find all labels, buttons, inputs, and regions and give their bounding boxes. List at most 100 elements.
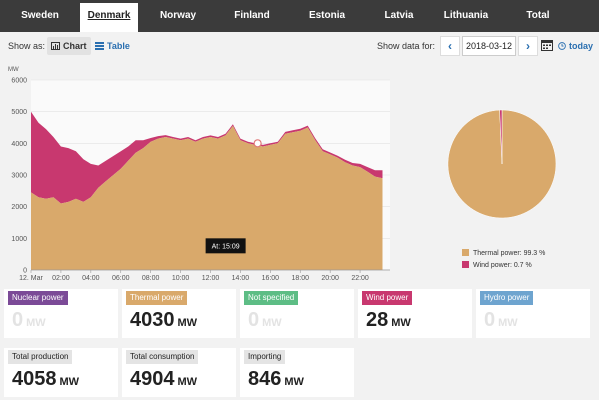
card-not-specified-label: Not specified [244, 291, 299, 305]
card-importing-number: 846 [248, 368, 282, 390]
legend-item-wind: Wind power: 0.7 % [462, 260, 545, 272]
tooltip: At: 15:09 [205, 238, 246, 254]
card-nuclear-value: 0 MW [12, 309, 46, 332]
area-thermal-power [31, 125, 383, 271]
chart-view-button[interactable]: Chart [47, 37, 91, 55]
card-total-consumption-label: Total consumption [126, 350, 199, 364]
card-total-production: Total production 4058 MW [4, 348, 118, 397]
tab-total[interactable]: Total [526, 10, 550, 21]
chevron-right-icon: › [526, 39, 530, 53]
card-hydro-unit: MW [498, 317, 518, 329]
legend-swatch-thermal [462, 249, 469, 256]
next-day-button[interactable]: › [518, 36, 538, 56]
card-total-production-value: 4058 MW [12, 368, 79, 391]
card-nuclear-unit: MW [26, 317, 46, 329]
card-not-specified-number: 0 [248, 309, 260, 331]
chart-view-label: Chart [63, 41, 87, 51]
card-not-specified-unit: MW [262, 317, 282, 329]
card-thermal-value: 4030 MW [130, 309, 197, 332]
show-data-for-label: Show data for: [377, 41, 436, 51]
x-tick-label: 06:00 [112, 275, 130, 282]
x-tick-label: 20:00 [321, 275, 339, 282]
chart-area: MW 0 1000 2000 3000 4000 5000 6000 12. Mar 02:0… [0, 58, 599, 288]
card-total-production-number: 4058 [12, 368, 57, 390]
card-importing-value: 846 MW [248, 368, 304, 391]
bar-chart-icon [51, 42, 60, 50]
toolbar: Show as: Chart Table Show data for: ‹ 20… [0, 34, 599, 58]
card-nuclear-label: Nuclear power [8, 291, 68, 305]
legend-swatch-wind [462, 261, 469, 268]
x-tick-label: 04:00 [82, 275, 100, 282]
y-tick-label: 1000 [11, 236, 27, 243]
card-wind: Wind power 28 MW [358, 289, 472, 338]
tab-finland[interactable]: Finland [234, 10, 270, 21]
card-hydro-label: Hydro power [480, 291, 534, 305]
legend-item-thermal: Thermal power: 99.3 % [462, 248, 545, 260]
card-wind-value: 28 MW [366, 309, 411, 332]
card-total-production-unit: MW [59, 376, 80, 388]
tab-norway[interactable]: Norway [159, 10, 197, 21]
card-total-consumption-value: 4904 MW [130, 368, 197, 391]
legend-text-thermal: Thermal power: 99.3 % [473, 250, 546, 257]
card-total-production-label: Total production [8, 350, 73, 364]
y-tick-label: 0 [23, 268, 27, 275]
card-importing: Importing 846 MW [240, 348, 354, 397]
card-wind-unit: MW [391, 317, 411, 329]
previous-day-button[interactable]: ‹ [440, 36, 460, 56]
show-as-label: Show as: [8, 41, 46, 51]
tab-denmark[interactable]: Denmark [80, 0, 138, 32]
card-nuclear-number: 0 [12, 309, 24, 331]
x-tick-label: 12. Mar [19, 275, 43, 282]
country-tabs: Sweden Denmark Norway Finland Estonia La… [0, 0, 599, 32]
x-tick-labels: 12. Mar 02:00 04:00 06:00 08:00 10:00 12:00 14:… [19, 270, 369, 282]
tooltip-box [205, 238, 246, 254]
card-hydro-number: 0 [484, 309, 496, 331]
card-importing-label: Importing [244, 350, 286, 364]
card-not-specified: Not specified 0 MW [240, 289, 354, 338]
x-tick-label: 22:00 [351, 275, 369, 282]
calendar-icon[interactable] [541, 39, 553, 51]
legend-text-wind: Wind power: 0.7 % [473, 262, 532, 269]
x-tick-label: 18:00 [291, 275, 309, 282]
card-nuclear: Nuclear power 0 MW [4, 289, 118, 338]
tab-estonia[interactable]: Estonia [308, 10, 346, 21]
date-input[interactable]: 2018-03-12 [462, 36, 516, 56]
card-not-specified-value: 0 MW [248, 309, 282, 332]
chevron-left-icon: ‹ [448, 39, 452, 53]
table-view-button[interactable]: Table [93, 37, 132, 55]
card-thermal-unit: MW [177, 317, 198, 329]
card-importing-unit: MW [284, 376, 304, 388]
card-total-consumption-number: 4904 [130, 368, 175, 390]
tab-sweden[interactable]: Sweden [21, 10, 59, 21]
pie-slice-wind-power [499, 109, 503, 165]
tooltip-text: At: 15:09 [212, 243, 240, 250]
hover-marker [253, 139, 262, 148]
x-tick-label: 10:00 [172, 275, 190, 282]
card-thermal-label: Thermal power [126, 291, 188, 305]
y-tick-label: 3000 [11, 173, 27, 180]
y-tick-label: 2000 [11, 204, 27, 211]
tab-lithuania[interactable]: Lithuania [443, 10, 489, 21]
card-total-consumption-unit: MW [177, 376, 198, 388]
card-thermal-number: 4030 [130, 309, 175, 331]
y-tick-label: 6000 [11, 78, 27, 85]
tab-latvia[interactable]: Latvia [384, 10, 414, 21]
y-tick-labels: 0 1000 2000 3000 4000 5000 6000 [11, 78, 27, 275]
x-tick-label: 16:00 [262, 275, 280, 282]
today-label: today [569, 41, 594, 51]
production-chart: MW 0 1000 2000 3000 4000 5000 6000 12. Mar 02:0… [8, 67, 557, 282]
x-tick-label: 08:00 [142, 275, 160, 282]
card-total-consumption: Total consumption 4904 MW [122, 348, 236, 397]
table-icon [95, 42, 104, 50]
y-tick-label: 5000 [11, 109, 27, 116]
clock-icon [558, 42, 566, 50]
today-link[interactable]: today [558, 41, 593, 51]
x-tick-label: 14:00 [232, 275, 250, 282]
x-tick-label: 12:00 [202, 275, 220, 282]
area-wind-power [31, 111, 383, 204]
card-hydro-value: 0 MW [484, 309, 518, 332]
y-tick-label: 4000 [11, 141, 27, 148]
card-thermal: Thermal power 4030 MW [122, 289, 236, 338]
pie-legend: Thermal power: 99.3 % Wind power: 0.7 % [462, 248, 545, 272]
card-hydro: Hydro power 0 MW [476, 289, 590, 338]
